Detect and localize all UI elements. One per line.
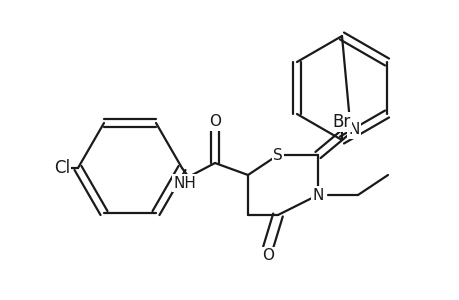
Text: O: O [262, 248, 274, 263]
Text: Cl: Cl [54, 159, 70, 177]
Text: S: S [273, 148, 282, 163]
Text: NH: NH [173, 176, 196, 190]
Text: N: N [347, 122, 359, 137]
Text: Br: Br [332, 113, 350, 131]
Text: O: O [208, 115, 220, 130]
Text: N: N [312, 188, 323, 202]
